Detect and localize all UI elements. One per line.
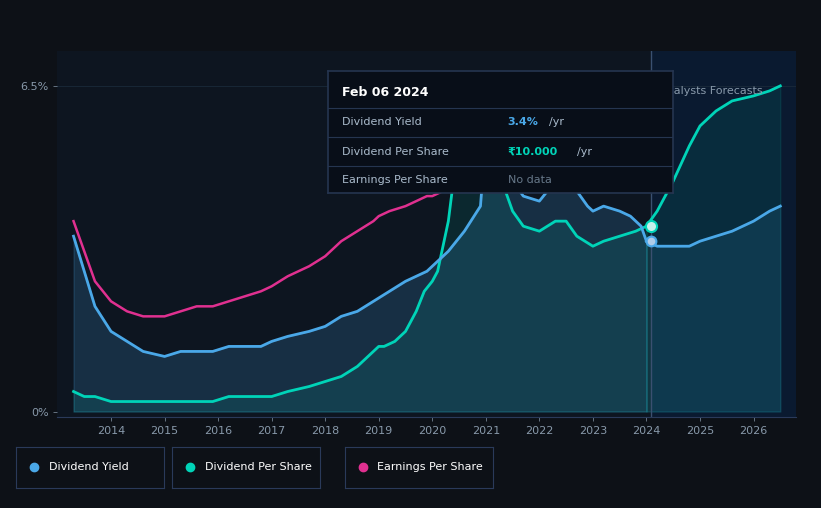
Text: /yr: /yr	[576, 147, 592, 156]
Text: Dividend Yield: Dividend Yield	[342, 117, 422, 128]
Text: Earnings Per Share: Earnings Per Share	[342, 175, 448, 184]
Text: Feb 06 2024: Feb 06 2024	[342, 86, 429, 99]
Text: Dividend Per Share: Dividend Per Share	[205, 462, 312, 472]
Text: Past: Past	[623, 86, 646, 96]
Text: Dividend Per Share: Dividend Per Share	[342, 147, 449, 156]
Bar	[651, 51, 796, 417]
Text: 3.4%: 3.4%	[507, 117, 539, 128]
Text: Earnings Per Share: Earnings Per Share	[378, 462, 483, 472]
Text: Dividend Yield: Dividend Yield	[49, 462, 129, 472]
Text: Analysts Forecasts: Analysts Forecasts	[658, 86, 763, 96]
Text: /yr: /yr	[549, 117, 564, 128]
Text: ₹10.000: ₹10.000	[507, 147, 558, 156]
Text: No data: No data	[507, 175, 552, 184]
